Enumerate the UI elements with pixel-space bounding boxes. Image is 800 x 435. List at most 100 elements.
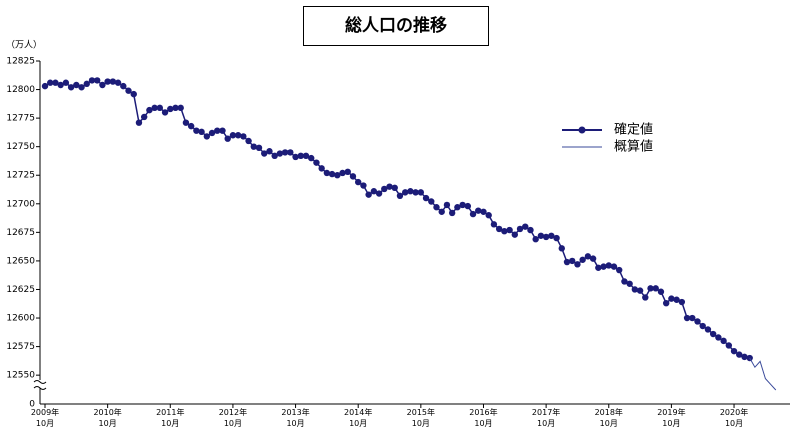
legend-label: 確定値 xyxy=(614,122,653,138)
data-point xyxy=(229,132,237,139)
x-tick-label: 2011年 10月 xyxy=(156,408,185,428)
data-point xyxy=(349,173,357,180)
x-tick-label: 2010年 10月 xyxy=(93,408,122,428)
data-point xyxy=(73,81,80,89)
data-point xyxy=(595,264,602,271)
data-point xyxy=(99,81,106,89)
data-point xyxy=(605,262,612,269)
data-point xyxy=(250,143,257,150)
data-point xyxy=(261,150,268,157)
data-point xyxy=(297,152,304,160)
x-tick-label: 2019年 10月 xyxy=(657,408,686,428)
y-tick-label: 0 xyxy=(29,400,35,410)
data-point xyxy=(193,127,200,134)
x-tick-label: 2012年 10月 xyxy=(218,408,248,428)
data-point xyxy=(574,261,581,268)
data-point xyxy=(47,79,54,86)
data-point xyxy=(344,168,351,176)
data-point xyxy=(511,231,518,238)
data-point xyxy=(302,152,310,160)
data-point xyxy=(334,172,341,179)
data-point xyxy=(448,209,456,217)
data-point xyxy=(443,201,451,209)
data-point xyxy=(616,266,623,274)
data-point xyxy=(52,79,59,86)
data-point xyxy=(506,226,513,234)
y-tick-label: 12750 xyxy=(6,142,35,152)
x-tick-label: 2013年 10月 xyxy=(281,408,310,428)
chart-title: 総人口の推移 xyxy=(303,6,489,46)
data-point xyxy=(266,148,273,155)
data-point xyxy=(668,295,675,302)
data-point xyxy=(187,122,195,130)
data-point xyxy=(647,285,654,292)
data-point xyxy=(57,81,64,89)
data-point xyxy=(600,263,607,270)
data-point xyxy=(41,82,49,90)
x-tick-label: 2015年 10月 xyxy=(406,408,435,428)
data-point xyxy=(610,263,618,270)
data-point xyxy=(741,353,748,361)
data-point xyxy=(271,152,278,160)
data-point xyxy=(386,183,393,190)
data-point xyxy=(522,223,529,230)
data-point xyxy=(532,236,539,243)
data-point xyxy=(584,253,592,260)
data-point xyxy=(569,257,576,265)
data-point xyxy=(438,208,445,215)
data-point xyxy=(62,79,70,86)
data-point xyxy=(140,113,148,121)
data-point xyxy=(454,204,461,211)
x-tick-label: 2009年 10月 xyxy=(30,408,60,428)
data-point xyxy=(652,285,659,292)
data-point xyxy=(151,104,158,112)
data-point xyxy=(370,188,378,195)
data-point xyxy=(381,185,388,193)
data-point xyxy=(391,184,398,192)
data-point xyxy=(182,119,190,126)
data-point xyxy=(313,159,320,166)
data-point xyxy=(636,287,644,294)
data-point xyxy=(495,225,503,233)
data-point xyxy=(563,258,571,266)
data-point xyxy=(548,232,555,239)
data-point xyxy=(720,337,727,345)
data-point xyxy=(579,256,586,263)
data-point xyxy=(542,233,550,241)
data-point xyxy=(292,153,299,161)
data-point xyxy=(699,322,706,330)
y-tick-label: 12825 xyxy=(6,57,35,67)
data-point xyxy=(88,77,96,84)
y-tick-label: 12700 xyxy=(6,199,35,209)
data-point xyxy=(146,106,153,114)
data-point xyxy=(276,150,284,157)
data-point xyxy=(83,80,90,88)
data-point xyxy=(214,127,221,134)
data-point xyxy=(94,77,101,84)
data-point xyxy=(287,149,294,156)
data-point xyxy=(422,194,430,202)
data-point xyxy=(172,104,179,112)
y-tick-label: 12800 xyxy=(6,85,35,95)
data-point xyxy=(480,208,487,215)
data-point xyxy=(464,202,472,210)
data-point xyxy=(323,169,331,177)
data-point xyxy=(224,135,231,142)
data-point xyxy=(537,232,545,239)
data-point xyxy=(475,207,482,214)
data-point xyxy=(516,225,524,233)
data-point xyxy=(198,128,205,136)
data-point xyxy=(589,255,597,262)
y-tick-label: 12725 xyxy=(6,171,35,181)
data-point xyxy=(709,330,717,338)
data-point xyxy=(642,294,649,301)
data-point xyxy=(167,105,174,113)
axis-break xyxy=(34,380,46,388)
y-tick-label: 12675 xyxy=(6,228,35,238)
data-point xyxy=(428,198,435,205)
data-point xyxy=(490,221,498,228)
data-point xyxy=(485,212,492,219)
data-point xyxy=(621,278,628,285)
data-point xyxy=(114,79,122,86)
